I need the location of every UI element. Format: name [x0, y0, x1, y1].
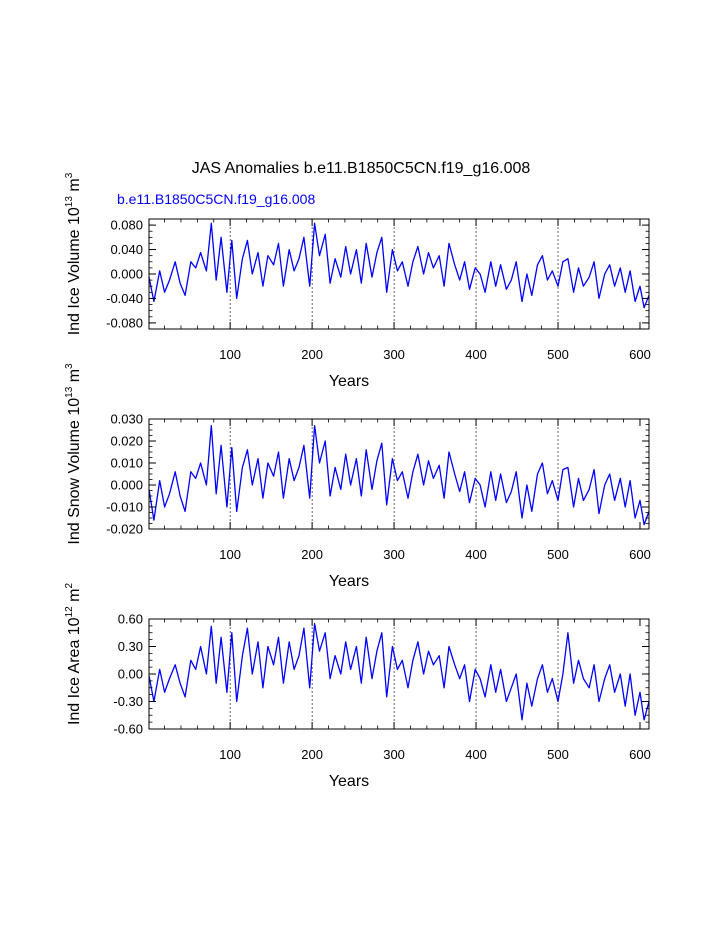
x-axis-label: Years [329, 573, 369, 590]
y-tick-label: 0.040 [110, 242, 143, 257]
x-axis-label: Years [329, 773, 369, 790]
y-tick-label: 0.30 [118, 639, 143, 654]
x-tick-label: 400 [465, 347, 487, 362]
y-tick-label: -0.080 [106, 315, 143, 330]
y-tick-label: 0.60 [118, 612, 143, 627]
x-tick-label: 300 [383, 747, 405, 762]
x-tick-label: 100 [219, 547, 241, 562]
y-axis-label: Ind Snow Volume 1013 m3 [64, 363, 83, 545]
x-tick-label: 200 [301, 747, 323, 762]
plot-frame [148, 218, 650, 330]
plot-frame [148, 618, 650, 730]
panel-ice-volume: 100 200 300 400 500 600 -0.080 -0.040 0.000 0.040… [64, 172, 651, 390]
y-tick-label: 0.010 [110, 456, 143, 471]
y-tick-label: 0.000 [110, 478, 143, 493]
y-tick-label: -0.020 [106, 522, 143, 537]
y-axis-label: Ind Ice Area 1012 m2 [64, 583, 83, 726]
y-tick-label: -0.010 [106, 500, 143, 515]
y-tick-label: 0.00 [118, 667, 143, 682]
x-tick-label: 400 [465, 747, 487, 762]
panel-ice-area: 100 200 300 400 500 600 -0.60 -0.30 0.00 0.30 0.60… [64, 583, 651, 790]
x-tick-label: 600 [629, 347, 651, 362]
x-tick-label: 500 [547, 747, 569, 762]
x-tick-label: 300 [383, 347, 405, 362]
x-tick-label: 600 [629, 547, 651, 562]
x-tick-label: 500 [547, 547, 569, 562]
x-tick-label: 600 [629, 747, 651, 762]
case-label: b.e11.B1850C5CN.f19_g16.008 [117, 191, 315, 207]
x-tick-label: 200 [301, 347, 323, 362]
y-tick-label: -0.040 [106, 291, 143, 306]
panel-snow-volume: 100 200 300 400 500 600 -0.020 -0.010 0.000 0.010… [64, 363, 651, 590]
x-tick-label: 100 [219, 347, 241, 362]
series-line [148, 222, 650, 309]
x-tick-label: 100 [219, 747, 241, 762]
x-axis-label: Years [329, 373, 369, 390]
y-tick-label: -0.30 [113, 694, 143, 709]
y-tick-label: 0.000 [110, 267, 143, 282]
x-tick-label: 300 [383, 547, 405, 562]
y-axis-label: Ind Ice Volume 1013 m3 [64, 172, 83, 335]
series-line [148, 622, 650, 721]
y-tick-label: 0.080 [110, 218, 143, 233]
y-tick-label: 0.020 [110, 434, 143, 449]
figure-title: JAS Anomalies b.e11.B1850C5CN.f19_g16.00… [192, 160, 531, 177]
series-line [148, 424, 650, 526]
y-tick-label: 0.030 [110, 412, 143, 427]
x-tick-label: 400 [465, 547, 487, 562]
x-tick-label: 200 [301, 547, 323, 562]
y-tick-label: -0.60 [113, 722, 143, 737]
chart-panels: 100 200 300 400 500 600 -0.080 -0.040 0.000 0.040… [64, 172, 651, 790]
x-tick-label: 500 [547, 347, 569, 362]
